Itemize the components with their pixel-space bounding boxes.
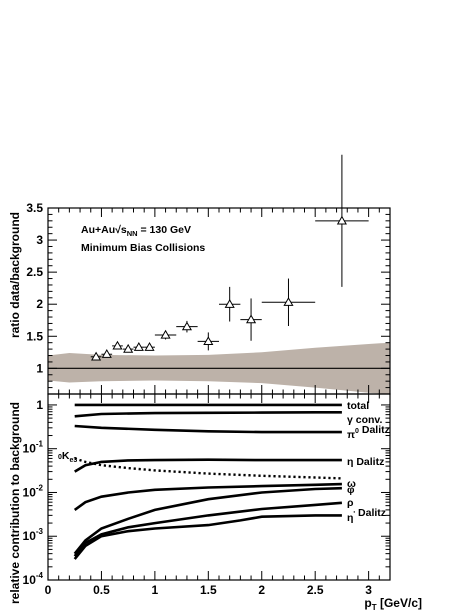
triangle-marker <box>203 336 214 346</box>
data-point <box>144 341 155 351</box>
curve-label: π0 Dalitz <box>347 424 390 441</box>
x-tick-label: 3 <box>365 583 372 597</box>
data-point <box>176 320 198 333</box>
curve <box>73 486 342 555</box>
curve <box>73 501 343 558</box>
energy-subscript: NN <box>127 229 138 238</box>
x-axis-title-subscript: T <box>372 603 377 610</box>
curve-label: η Dalitz <box>347 456 384 468</box>
x-axis-title: pT [GeV/c] <box>364 596 422 610</box>
data-point <box>240 298 262 341</box>
curve-label: φ <box>347 484 355 496</box>
triangle-marker <box>91 351 102 361</box>
triangle-marker <box>283 297 294 306</box>
data-point <box>197 332 219 351</box>
ratio-y-axis-title: ratio data/background <box>8 212 22 338</box>
curve <box>74 424 342 434</box>
triangle-marker <box>181 321 192 331</box>
data-point <box>112 340 123 350</box>
triangle-marker <box>133 341 144 351</box>
data-point <box>101 349 113 358</box>
data-point <box>219 286 241 322</box>
y-tick-label: 10-2 <box>23 483 44 499</box>
data-point <box>133 341 145 351</box>
ratio-points-layer <box>90 154 369 361</box>
x-tick-label: 1.5 <box>200 583 217 597</box>
data-point <box>122 343 134 353</box>
curve <box>73 482 342 511</box>
y-tick-label: 10-1 <box>23 440 44 456</box>
triangle-marker <box>160 329 171 339</box>
data-point <box>315 154 369 287</box>
contribution-panel-frame <box>47 393 391 581</box>
curve-label: total <box>347 400 369 412</box>
ratio-ticks-layer: 1 1.5 2 2.5 3 3.5 <box>26 201 391 395</box>
curve-label: ρ <box>347 497 354 509</box>
triangle-marker <box>246 314 257 324</box>
contribution-ticks-layer: 10-4 10-3 10-2 10-1 1 0 0.5 1 1.5 2 2.5 3 <box>23 394 391 597</box>
curve <box>73 514 342 560</box>
curve <box>74 457 342 480</box>
system-label: Au+Au√sNN = 130 GeV <box>81 224 191 238</box>
curve-label: 0Ke3 <box>58 450 77 464</box>
contribution-y-axis-title: relative contribution to background <box>8 402 22 604</box>
data-point <box>261 278 316 327</box>
contribution-curves-layer <box>73 403 343 560</box>
triangle-marker <box>224 298 235 308</box>
triangle-marker <box>112 340 123 350</box>
x-tick-label: 2.5 <box>307 583 324 597</box>
system-prefix: Au+Au <box>81 224 115 236</box>
y-tick-label: 10-3 <box>23 527 44 543</box>
y-tick-label: 3 <box>36 233 43 247</box>
triangle-marker <box>144 341 155 351</box>
triangle-marker <box>101 349 112 358</box>
x-tick-label: 0.5 <box>93 583 110 597</box>
y-tick-label: 1 <box>36 398 43 412</box>
data-point <box>90 351 102 361</box>
x-axis-title-symbol: p <box>364 596 371 610</box>
energy-symbol: √s <box>115 224 127 236</box>
y-tick-label: 3.5 <box>26 201 43 215</box>
x-tick-label: 1 <box>152 583 159 597</box>
y-tick-label: 2 <box>36 297 43 311</box>
energy-value: = 130 GeV <box>138 224 191 236</box>
y-tick-label: 1 <box>36 361 43 375</box>
curve-label: η' Dalitz <box>347 507 386 524</box>
y-tick-label: 1.5 <box>26 329 43 343</box>
curve-label: ω <box>347 478 356 490</box>
data-point <box>154 329 177 340</box>
collisions-label: Minimum Bias Collisions <box>81 242 205 254</box>
y-tick-label: 10-4 <box>23 571 44 587</box>
triangle-marker <box>123 343 134 353</box>
triangle-marker <box>336 215 347 225</box>
ratio-panel: 1 1.5 2 2.5 3 3.5 Au+Au√sNN = 130 GeV Minimum… <box>8 154 391 395</box>
curve <box>74 411 342 418</box>
x-axis-title-unit: [GeV/c] <box>377 596 422 610</box>
curve-label: γ conv. <box>347 414 382 426</box>
x-tick-label: 2 <box>258 583 265 597</box>
x-tick-label: 0 <box>45 583 52 597</box>
y-tick-label: 2.5 <box>26 265 43 279</box>
